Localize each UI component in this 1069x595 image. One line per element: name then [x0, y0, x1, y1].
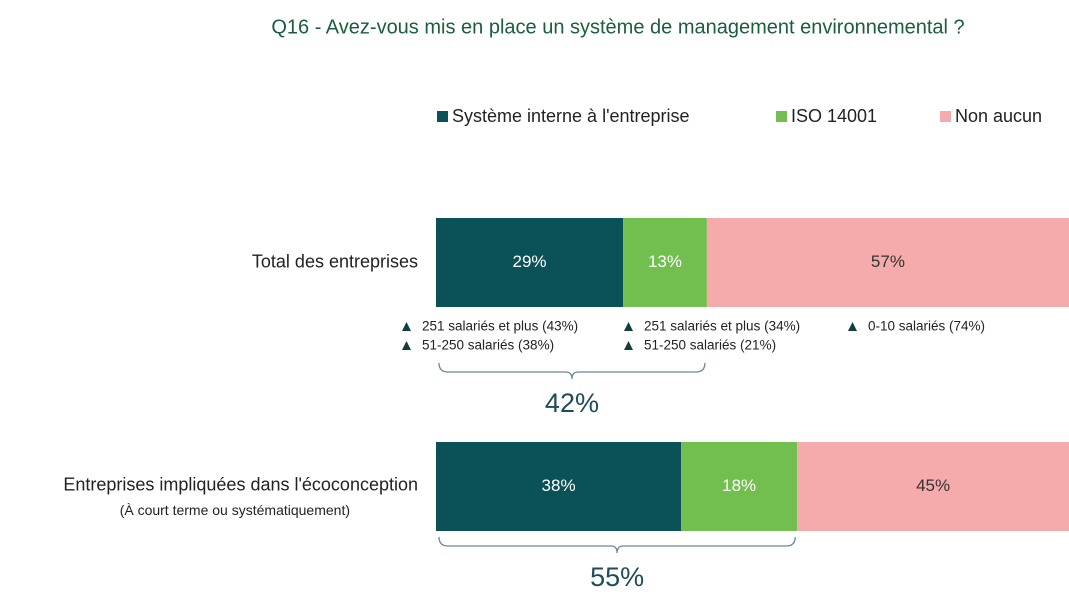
bar-segment [436, 442, 682, 531]
note-triangle [402, 322, 411, 331]
bar-segment [681, 442, 798, 531]
bar-segment [623, 218, 707, 307]
note-text: 251 salariés et plus (43%) [422, 319, 578, 334]
brace [438, 536, 796, 554]
legend-swatch [776, 111, 787, 122]
value-label: 29% [513, 252, 547, 271]
brace [438, 362, 706, 380]
note-triangle [624, 322, 633, 331]
value-label: 13% [648, 252, 682, 271]
note-text: 51-250 salariés (21%) [644, 338, 776, 353]
value-label: 57% [871, 252, 905, 271]
chart-title: Q16 - Avez-vous mis en place un système … [271, 16, 964, 38]
legend-swatch [940, 111, 951, 122]
value-label: 45% [916, 476, 950, 495]
total-label: 42% [545, 388, 599, 418]
legend-label: Système interne à l'entreprise [452, 106, 690, 126]
value-label: 18% [722, 476, 756, 495]
note-text: 51-250 salariés (38%) [422, 338, 554, 353]
bar-segment [797, 442, 1069, 531]
note-text: 251 salariés et plus (34%) [644, 319, 800, 334]
category-label: Total des entreprises [252, 251, 418, 271]
note-triangle [402, 341, 411, 350]
note-triangle [624, 341, 633, 350]
note-triangle [848, 322, 857, 331]
total-label: 55% [590, 562, 644, 592]
bar-segment [436, 218, 624, 307]
category-subtitle: (À court terme ou systématiquement) [120, 502, 350, 518]
legend-label: Non aucun [955, 106, 1042, 126]
legend-label: ISO 14001 [791, 106, 877, 126]
legend-swatch [437, 111, 448, 122]
note-text: 0-10 salariés (74%) [868, 319, 985, 334]
bar-segment [706, 218, 1069, 307]
category-label: Entreprises impliquées dans l'écoconcept… [63, 474, 418, 494]
value-label: 38% [542, 476, 576, 495]
